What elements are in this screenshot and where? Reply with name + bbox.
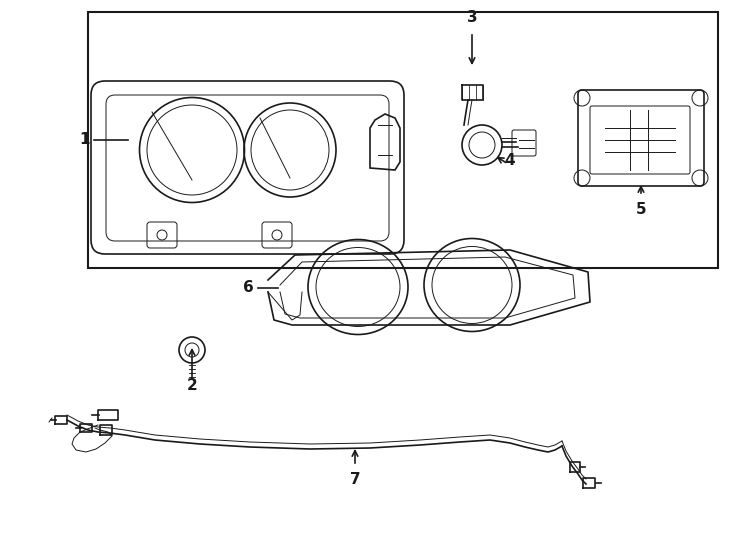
Text: 6: 6 [243, 280, 254, 295]
Text: 2: 2 [186, 378, 197, 393]
Text: 4: 4 [505, 153, 515, 168]
Text: 7: 7 [349, 472, 360, 487]
Bar [88, 12, 718, 268]
Text: 1: 1 [79, 132, 90, 147]
Text: 5: 5 [636, 202, 647, 217]
Text: 3: 3 [467, 10, 477, 25]
